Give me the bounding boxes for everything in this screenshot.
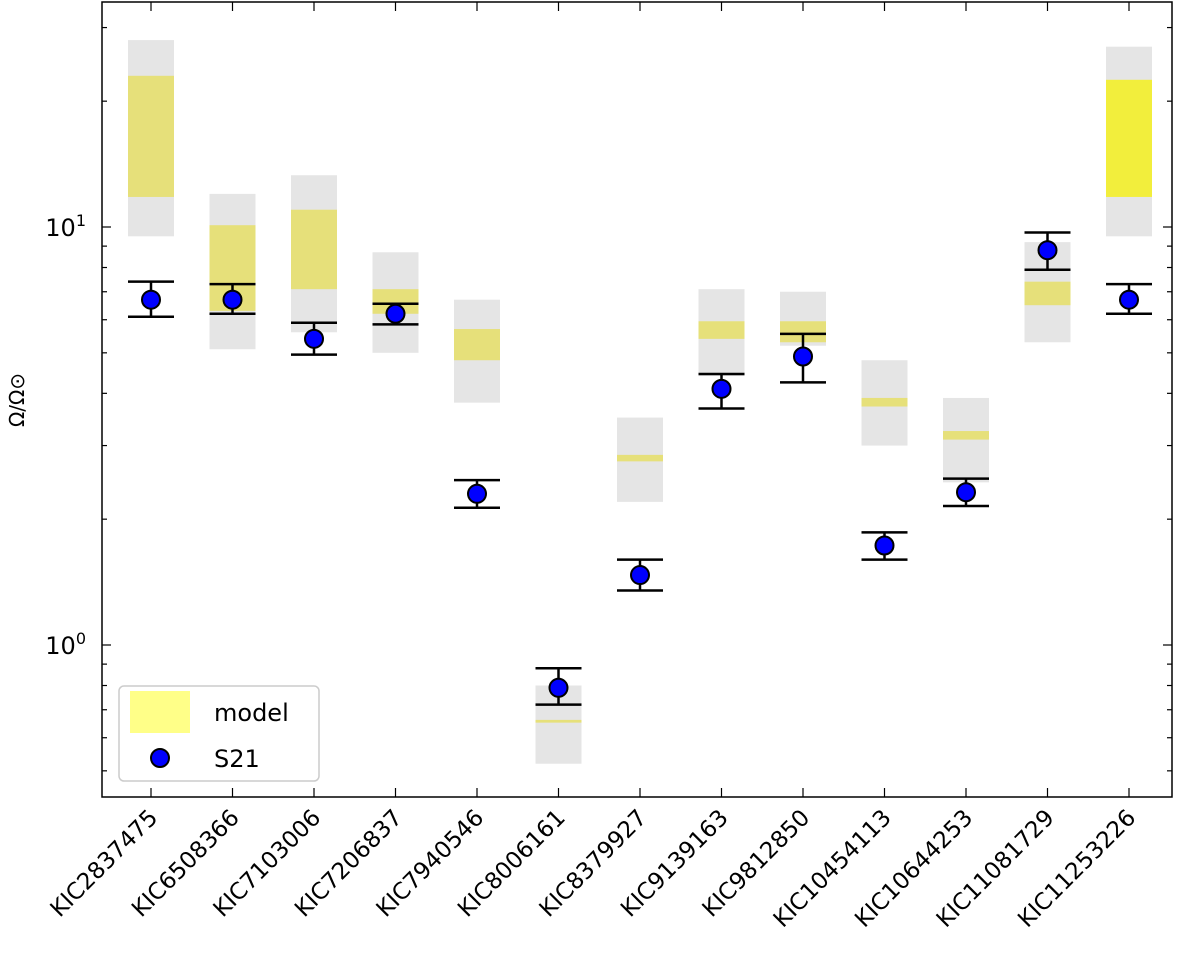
y-axis-label: Ω/Ω⊙ <box>5 373 29 427</box>
model-inner-band <box>780 321 826 343</box>
model-inner-band <box>617 454 663 462</box>
model-inner-band <box>861 397 908 407</box>
data-point <box>956 482 976 503</box>
model-inner-band <box>291 209 337 290</box>
model-inner-band <box>698 321 745 339</box>
legend-s21-marker <box>150 748 170 768</box>
y-tick-label: 101 <box>45 211 86 242</box>
model-inner-band <box>1106 79 1152 197</box>
legend-model-swatch <box>130 691 190 733</box>
model-inner-band <box>1024 281 1071 306</box>
data-point <box>141 289 161 310</box>
model-inner-band <box>128 75 174 197</box>
s21-points <box>128 231 1152 706</box>
model-bands <box>128 40 1152 764</box>
data-point <box>630 565 650 586</box>
data-point <box>548 677 569 698</box>
model-inner-band <box>943 431 989 440</box>
model-inner-band <box>454 329 500 361</box>
plot-frame <box>101 1 1173 798</box>
data-point <box>1119 289 1139 310</box>
data-point <box>793 346 813 367</box>
data-point <box>874 535 895 556</box>
model-outer-band <box>943 397 989 483</box>
data-point <box>467 483 487 504</box>
data-point <box>385 303 406 324</box>
legend: model S21 <box>118 685 320 782</box>
data-point <box>1037 240 1058 261</box>
y-tick-label: 100 <box>45 629 86 660</box>
legend-s21-label: S21 <box>214 745 260 773</box>
data-point <box>711 378 732 399</box>
y-axis-ticks: 100 101 <box>45 26 1172 772</box>
data-point <box>304 328 324 349</box>
model-inner-band <box>535 719 582 723</box>
data-point <box>222 289 243 310</box>
legend-model-label: model <box>214 699 289 727</box>
